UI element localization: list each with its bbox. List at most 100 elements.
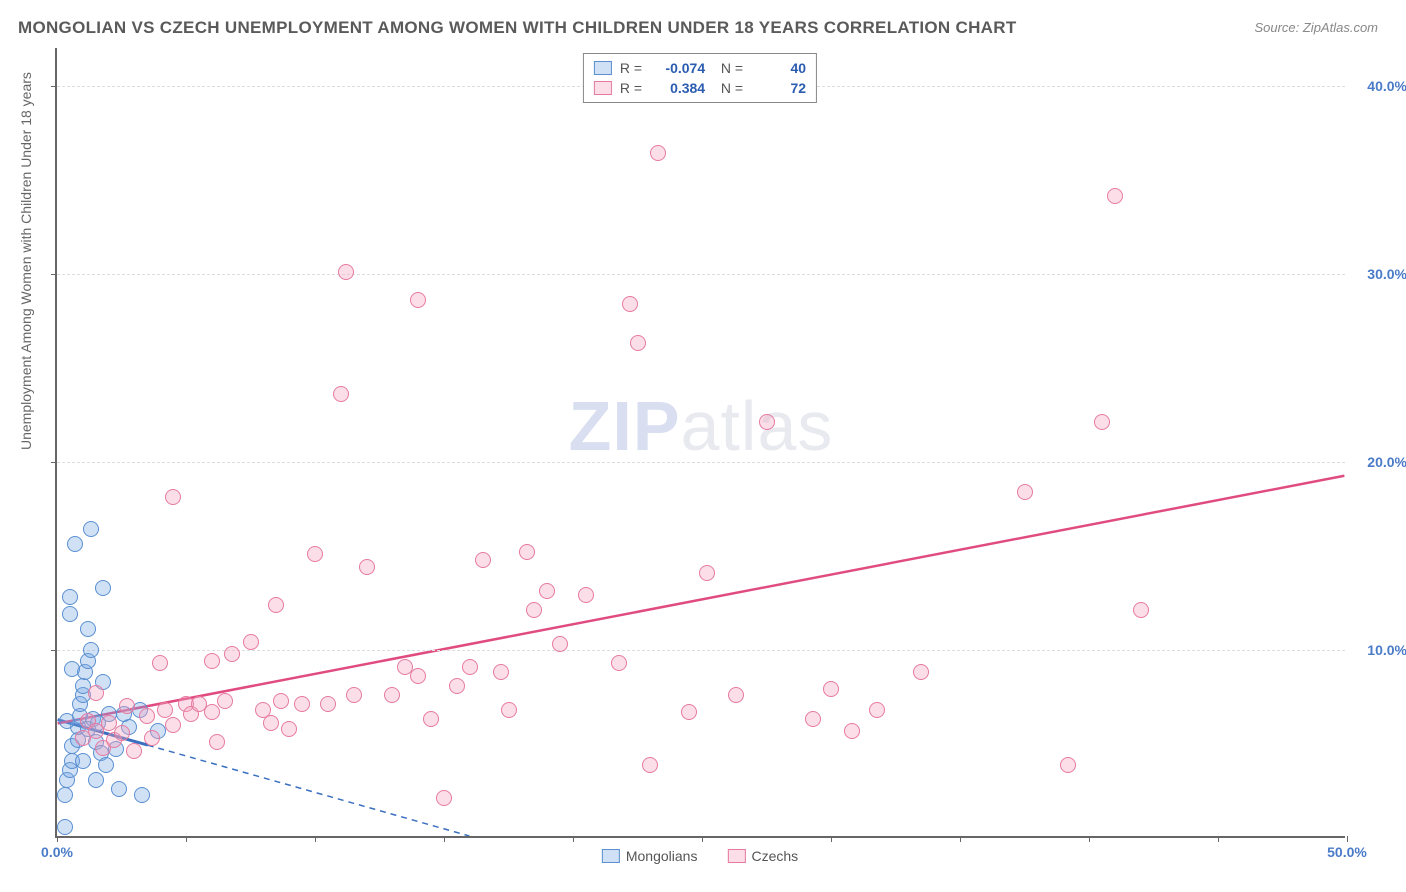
- data-point: [204, 704, 220, 720]
- data-point: [1094, 414, 1110, 430]
- data-point: [80, 621, 96, 637]
- data-point: [410, 668, 426, 684]
- data-point: [307, 546, 323, 562]
- legend-item-mongolians: Mongolians: [602, 848, 698, 864]
- data-point: [384, 687, 400, 703]
- data-point: [650, 145, 666, 161]
- data-point: [622, 296, 638, 312]
- data-point: [699, 565, 715, 581]
- y-axis-label: Unemployment Among Women with Children U…: [18, 72, 34, 450]
- data-point: [209, 734, 225, 750]
- y-tick-label: 10.0%: [1367, 642, 1406, 658]
- x-tick: [57, 836, 58, 842]
- legend-label-czechs: Czechs: [751, 848, 798, 864]
- data-point: [539, 583, 555, 599]
- x-tick: [186, 836, 187, 842]
- data-point: [88, 685, 104, 701]
- data-point: [119, 698, 135, 714]
- data-point: [263, 715, 279, 731]
- legend: Mongolians Czechs: [602, 848, 798, 864]
- data-point: [62, 589, 78, 605]
- data-point: [359, 559, 375, 575]
- data-point: [75, 753, 91, 769]
- data-point: [67, 536, 83, 552]
- data-point: [1017, 484, 1033, 500]
- x-tick: [1218, 836, 1219, 842]
- data-point: [728, 687, 744, 703]
- data-point: [436, 790, 452, 806]
- x-tick-label: 50.0%: [1327, 844, 1367, 860]
- data-point: [114, 725, 130, 741]
- chart-area: ZIPatlas 10.0%20.0%30.0%40.0%0.0%50.0% R…: [55, 48, 1345, 838]
- data-point: [501, 702, 517, 718]
- grid-line: [57, 462, 1345, 463]
- data-point: [913, 664, 929, 680]
- data-point: [273, 693, 289, 709]
- correlation-stats-box: R = -0.074 N = 40 R = 0.384 N = 72: [583, 53, 817, 103]
- x-tick: [315, 836, 316, 842]
- x-tick: [573, 836, 574, 842]
- data-point: [139, 708, 155, 724]
- data-point: [823, 681, 839, 697]
- n-czechs: 72: [751, 80, 806, 96]
- data-point: [57, 819, 73, 835]
- data-point: [83, 642, 99, 658]
- data-point: [410, 292, 426, 308]
- data-point: [475, 552, 491, 568]
- data-point: [165, 489, 181, 505]
- data-point: [126, 743, 142, 759]
- r-mongolians: -0.074: [650, 60, 705, 76]
- data-point: [449, 678, 465, 694]
- data-point: [526, 602, 542, 618]
- data-point: [243, 634, 259, 650]
- data-point: [294, 696, 310, 712]
- watermark: ZIPatlas: [569, 386, 834, 466]
- data-point: [62, 606, 78, 622]
- data-point: [681, 704, 697, 720]
- data-point: [552, 636, 568, 652]
- chart-title: MONGOLIAN VS CZECH UNEMPLOYMENT AMONG WO…: [18, 18, 1017, 38]
- data-point: [204, 653, 220, 669]
- legend-swatch-mongolians-icon: [602, 849, 620, 863]
- x-tick: [960, 836, 961, 842]
- data-point: [88, 772, 104, 788]
- data-point: [462, 659, 478, 675]
- data-point: [57, 787, 73, 803]
- r-czechs: 0.384: [650, 80, 705, 96]
- data-point: [98, 757, 114, 773]
- x-tick-label: 0.0%: [41, 844, 73, 860]
- x-tick: [831, 836, 832, 842]
- data-point: [333, 386, 349, 402]
- grid-line: [57, 274, 1345, 275]
- data-point: [642, 757, 658, 773]
- x-tick: [702, 836, 703, 842]
- data-point: [630, 335, 646, 351]
- y-tick-label: 40.0%: [1367, 78, 1406, 94]
- data-point: [805, 711, 821, 727]
- data-point: [1133, 602, 1149, 618]
- data-point: [165, 717, 181, 733]
- x-tick: [444, 836, 445, 842]
- data-point: [95, 580, 111, 596]
- stats-row-mongolians: R = -0.074 N = 40: [594, 58, 806, 78]
- y-tick-label: 30.0%: [1367, 266, 1406, 282]
- data-point: [144, 730, 160, 746]
- data-point: [1107, 188, 1123, 204]
- data-point: [217, 693, 233, 709]
- y-tick-label: 20.0%: [1367, 454, 1406, 470]
- data-point: [869, 702, 885, 718]
- legend-label-mongolians: Mongolians: [626, 848, 698, 864]
- legend-swatch-czechs-icon: [727, 849, 745, 863]
- x-tick: [1089, 836, 1090, 842]
- data-point: [759, 414, 775, 430]
- data-point: [611, 655, 627, 671]
- swatch-czechs-icon: [594, 81, 612, 95]
- data-point: [338, 264, 354, 280]
- data-point: [83, 521, 99, 537]
- data-point: [320, 696, 336, 712]
- data-point: [134, 787, 150, 803]
- swatch-mongolians-icon: [594, 61, 612, 75]
- data-point: [346, 687, 362, 703]
- data-point: [423, 711, 439, 727]
- data-point: [224, 646, 240, 662]
